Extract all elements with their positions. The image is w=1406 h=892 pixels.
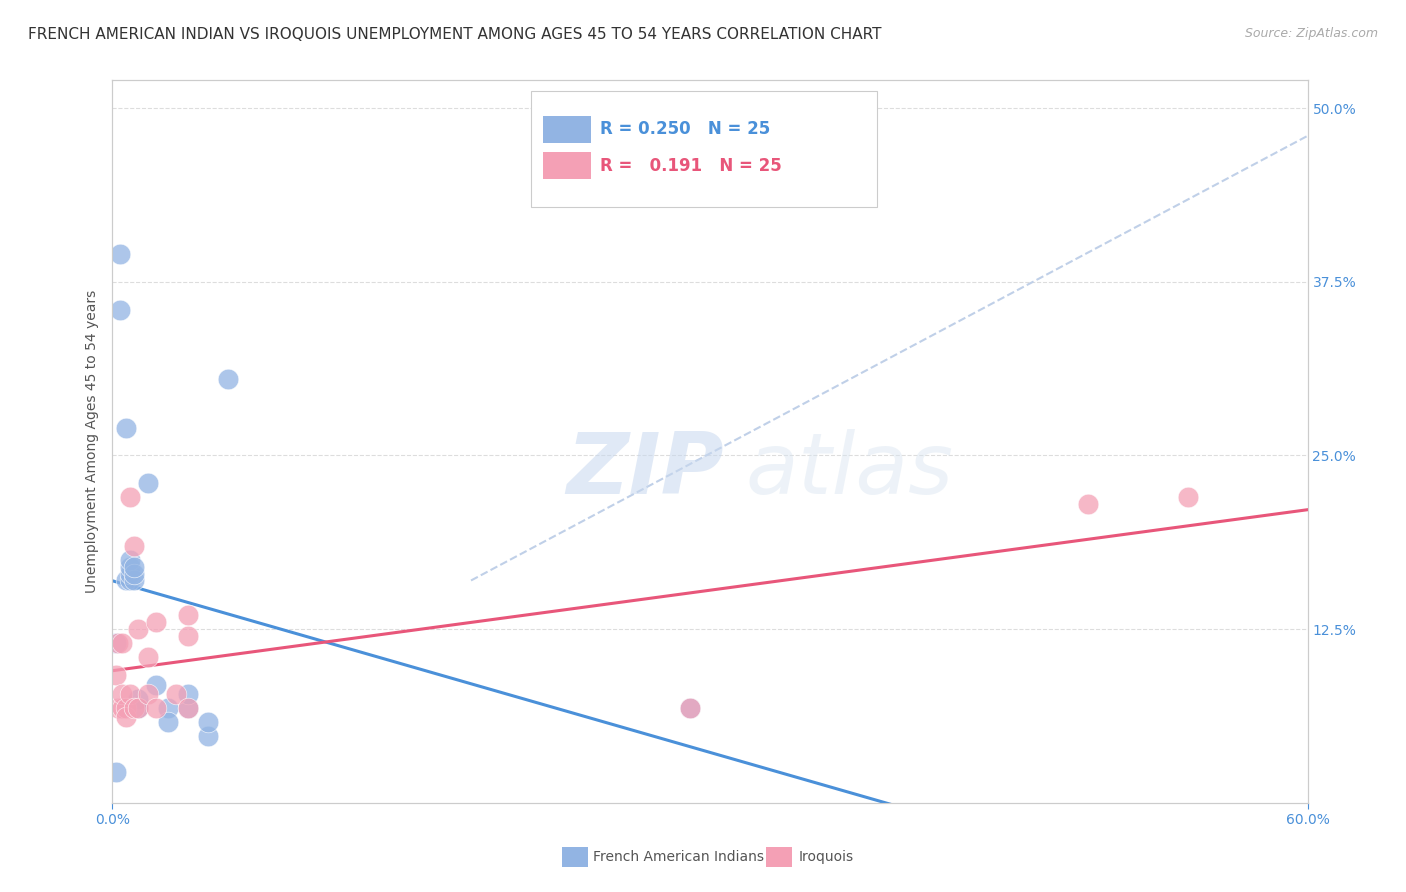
Point — [120, 566, 142, 581]
Point — [124, 566, 146, 581]
Point — [217, 372, 239, 386]
Point — [107, 636, 129, 650]
Point — [110, 247, 132, 261]
Point — [138, 649, 160, 664]
Point — [115, 420, 138, 434]
Point — [120, 574, 142, 588]
Point — [111, 636, 134, 650]
Point — [115, 574, 138, 588]
Text: Iroquois: Iroquois — [799, 850, 853, 864]
Point — [120, 559, 142, 574]
Bar — [543, 116, 591, 143]
Point — [120, 552, 142, 566]
Point — [177, 701, 200, 715]
Point — [107, 701, 129, 715]
Point — [1177, 490, 1199, 504]
Point — [157, 701, 180, 715]
Point — [127, 691, 149, 706]
Point — [105, 668, 128, 682]
Text: FRENCH AMERICAN INDIAN VS IROQUOIS UNEMPLOYMENT AMONG AGES 45 TO 54 YEARS CORREL: FRENCH AMERICAN INDIAN VS IROQUOIS UNEMP… — [28, 27, 882, 42]
Point — [111, 687, 134, 701]
FancyBboxPatch shape — [531, 91, 877, 207]
Point — [145, 701, 167, 715]
Point — [145, 615, 167, 630]
Point — [127, 701, 149, 715]
Point — [124, 539, 146, 553]
Point — [197, 715, 219, 730]
Point — [197, 729, 219, 743]
Text: atlas: atlas — [747, 429, 953, 512]
Point — [124, 701, 146, 715]
Point — [124, 574, 146, 588]
Point — [157, 715, 180, 730]
Text: Source: ZipAtlas.com: Source: ZipAtlas.com — [1244, 27, 1378, 40]
Point — [115, 701, 138, 715]
Point — [679, 701, 702, 715]
Point — [115, 709, 138, 723]
Point — [105, 636, 128, 650]
Point — [679, 701, 702, 715]
Y-axis label: Unemployment Among Ages 45 to 54 years: Unemployment Among Ages 45 to 54 years — [84, 290, 98, 593]
Point — [177, 629, 200, 643]
Point — [124, 559, 146, 574]
Point — [105, 765, 128, 780]
Point — [177, 687, 200, 701]
Point — [177, 701, 200, 715]
Point — [110, 302, 132, 317]
Point — [127, 622, 149, 636]
Text: ZIP: ZIP — [567, 429, 724, 512]
Point — [165, 687, 187, 701]
Point — [111, 701, 134, 715]
Point — [177, 608, 200, 623]
Point — [138, 687, 160, 701]
Bar — [543, 152, 591, 179]
Point — [145, 678, 167, 692]
Point — [138, 476, 160, 491]
Point — [127, 701, 149, 715]
Text: R = 0.250   N = 25: R = 0.250 N = 25 — [600, 120, 770, 138]
Point — [120, 687, 142, 701]
Text: R =   0.191   N = 25: R = 0.191 N = 25 — [600, 156, 782, 175]
Text: French American Indians: French American Indians — [593, 850, 765, 864]
Point — [120, 490, 142, 504]
Point — [1077, 497, 1099, 511]
